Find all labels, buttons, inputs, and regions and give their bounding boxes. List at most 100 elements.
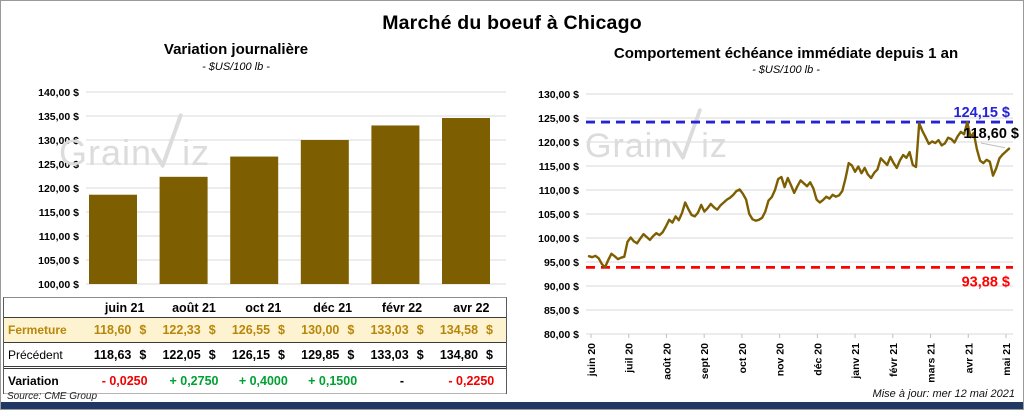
watermark-text: iz: [701, 127, 728, 165]
y-tick-label: 130,00 $: [38, 135, 79, 147]
currency-symbol: $: [139, 323, 147, 337]
x-tick-label: août 20: [661, 343, 673, 380]
y-tick-label: 120,00 $: [538, 137, 579, 149]
y-tick-label: 140,00 $: [38, 87, 79, 99]
bar-août 21: [159, 176, 208, 284]
price-number: 133,03: [370, 347, 409, 362]
bar-chart: 140,00 $ 135,00 $ 130,00 $ 125,00 $ 120,00 $…: [38, 87, 506, 291]
column-header-avr 22: avr 22: [453, 300, 490, 315]
watermark-text: Grain: [59, 132, 152, 173]
table-row-variation: Variation - 0,0250 + 0,2750 + 0,4000 + 0,150…: [4, 369, 506, 394]
last-value-label: 118,60 $: [963, 126, 1019, 142]
row-label: Fermeture: [8, 323, 67, 337]
updated-note: Mise à jour: mer 12 mai 2021: [872, 388, 1015, 400]
bar-févr 22: [371, 125, 420, 285]
x-tick-label: oct 20: [737, 343, 749, 374]
currency-symbol: $: [486, 323, 493, 337]
column-header-août 21: août 21: [172, 300, 216, 315]
price-number: 122,33: [162, 323, 201, 337]
price-value: 118,63 $: [90, 348, 159, 362]
x-tick-label: mars 21: [926, 343, 938, 383]
column-header-oct 21: oct 21: [245, 300, 282, 315]
y-tick-label: 85,00 $: [544, 305, 579, 317]
y-tick-label: 120,00 $: [38, 183, 79, 195]
y-tick-label: 115,00 $: [539, 161, 579, 173]
price-number: 126,15: [231, 347, 271, 362]
x-tick-label: mai 21: [1001, 343, 1013, 376]
y-tick-label: 105,00 $: [538, 209, 579, 221]
currency-symbol: $: [347, 323, 355, 337]
bar-chart-subtitle: - $US/100 lb -: [202, 61, 270, 73]
page-title: Marché du boeuf à Chicago: [382, 12, 642, 34]
currency-symbol: $: [416, 323, 424, 337]
price-number: 118,63: [93, 347, 132, 362]
y-tick-label: 80,00 $: [544, 329, 579, 341]
column-header-juin 21: juin 21: [104, 300, 145, 315]
x-tick-label: févr 21: [888, 343, 900, 377]
table-header-row: juin 21 août 21 oct 21 déc 21 févr 22 avr 22: [4, 298, 506, 317]
price-value: 129,85 $: [298, 348, 367, 362]
bar-avr 22: [442, 118, 490, 285]
price-value: 130,00 $: [298, 323, 367, 337]
price-number: 133,03: [370, 323, 409, 337]
y-tick-label: 100,00 $: [38, 279, 79, 291]
currency-symbol: $: [208, 323, 216, 337]
price-number: 126,55: [231, 323, 271, 337]
row-label: Variation: [8, 374, 59, 388]
y-tick-label: 135,00 $: [38, 111, 79, 123]
watermark-text: iz: [182, 132, 210, 173]
y-tick-label: 130,00 $: [538, 89, 579, 101]
source-note: Source: CME Group: [7, 391, 98, 402]
bar-déc 21: [300, 140, 349, 284]
variation-value: + 0,1500: [308, 374, 358, 388]
variation-value: + 0,4000: [238, 374, 288, 388]
currency-symbol: $: [139, 347, 147, 362]
table-row-precedent: Précédent 118,63 $122,05 $126,15 $129,85 $133…: [4, 343, 506, 369]
variation-value: + 0,2750: [169, 374, 219, 388]
currency-symbol: $: [278, 347, 285, 362]
y-tick-label: 110,00 $: [39, 231, 79, 243]
price-number: 134,80: [439, 347, 479, 362]
y-tick-label: 115,00 $: [39, 207, 79, 219]
price-series: [587, 120, 1011, 269]
x-tick-label: janv 21: [850, 343, 862, 380]
x-tick-label: avr 21: [963, 343, 975, 374]
y-tick-label: 90,00 $: [544, 281, 579, 293]
currency-symbol: $: [278, 323, 285, 337]
price-value: 134,80 $: [437, 348, 506, 362]
currency-symbol: $: [208, 347, 216, 362]
price-value: 118,60 $: [90, 323, 159, 337]
x-tick-label: juin 20: [586, 343, 598, 377]
x-tick-label: sept 20: [699, 343, 711, 379]
variation-value: - 0,0250: [101, 374, 148, 388]
line-chart-title: Comportement échéance immédiate depuis 1…: [613, 45, 959, 62]
price-number: 130,00: [301, 323, 340, 337]
price-value: 126,15 $: [229, 348, 298, 362]
watermark-check-icon: [151, 113, 183, 168]
variation-value: -: [399, 374, 405, 388]
price-value: 126,55 $: [229, 323, 298, 337]
price-number: 122,05: [162, 347, 201, 362]
y-tick-label: 95,00 $: [544, 257, 579, 269]
price-value: 133,03 $: [367, 323, 436, 337]
column-header-déc 21: déc 21: [313, 300, 353, 315]
price-value: 122,05 $: [159, 348, 228, 362]
footer-bar: [1, 402, 1023, 409]
y-tick-label: 125,00 $: [38, 159, 79, 171]
currency-symbol: $: [347, 347, 355, 362]
watermark-text: Grain: [585, 127, 673, 165]
price-table: juin 21 août 21 oct 21 déc 21 févr 22 avr 22 F…: [3, 297, 507, 394]
y-tick-label: 110,00 $: [539, 185, 579, 197]
y-tick-label: 100,00 $: [538, 233, 579, 245]
price-number: 129,85: [301, 347, 340, 362]
y-tick-label: 105,00 $: [38, 255, 79, 267]
x-tick-label: nov 20: [775, 343, 787, 376]
watermark-check-icon: [672, 108, 702, 160]
price-value: 122,33 $: [159, 323, 228, 337]
currency-symbol: $: [486, 347, 493, 362]
table-row-fermeture: Fermeture 118,60 $122,33 $126,55 $130,00 $133…: [4, 317, 506, 343]
x-tick-label: juil 20: [624, 343, 636, 374]
price-value: 134,58 $: [437, 323, 506, 337]
price-number: 134,58: [439, 323, 479, 337]
